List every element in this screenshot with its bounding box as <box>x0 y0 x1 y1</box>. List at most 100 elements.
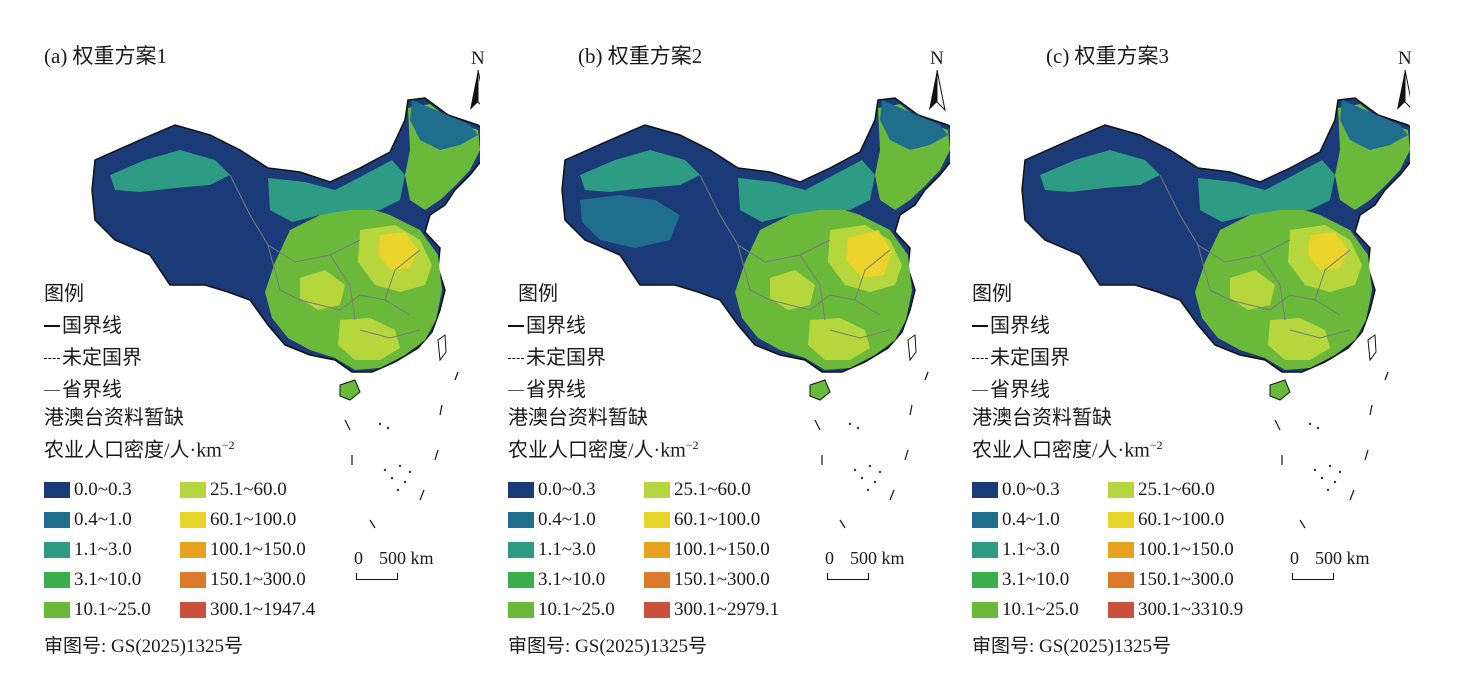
scale-label: 500 km <box>850 548 905 568</box>
class-swatch <box>180 541 206 558</box>
density-title: 农业人口密度/人·km−2 <box>508 438 699 462</box>
north-arrow-icon <box>470 69 480 110</box>
class-swatch <box>44 481 70 498</box>
undetermined-border-symbol <box>508 357 524 359</box>
density-title: 农业人口密度/人·km−2 <box>972 438 1163 462</box>
hk-macau-taiwan-note: 港澳台资料暂缺 <box>44 407 184 429</box>
class-item: 25.1~60.0 <box>644 480 751 499</box>
class-swatch <box>644 541 670 558</box>
south-china-sea-dashes <box>814 371 929 529</box>
class-swatch <box>972 541 998 558</box>
class-item: 10.1~25.0 <box>972 600 1079 619</box>
legend-undetermined-border: 未定国界 <box>972 348 1070 368</box>
hk-macau-taiwan-note: 港澳台资料暂缺 <box>508 407 648 429</box>
class-swatch <box>644 571 670 588</box>
scale-bar <box>1292 573 1334 580</box>
panel-title: (a) 权重方案1 <box>44 44 168 68</box>
hainan-island <box>339 379 361 401</box>
class-item: 1.1~3.0 <box>508 540 596 559</box>
class-item: 0.4~1.0 <box>508 510 596 529</box>
map-zone-xinjiang-north <box>580 150 700 192</box>
map-zone-dense-yellow <box>846 230 892 278</box>
panel-c: (c) 权重方案3 <box>930 0 1412 673</box>
undetermined-border-symbol <box>972 357 988 359</box>
class-item: 60.1~100.0 <box>1108 510 1224 529</box>
legend-national-border: 国界线 <box>508 316 586 336</box>
scale-zero: 0 <box>825 548 834 568</box>
china-map <box>561 69 950 529</box>
class-item: 1.1~3.0 <box>972 540 1060 559</box>
map-zone-sichuan <box>300 270 345 310</box>
class-item: 3.1~10.0 <box>508 570 605 589</box>
class-item: 0.0~0.3 <box>972 480 1060 499</box>
density-classes: 0.0~0.3 0.4~1.0 1.1~3.0 3.1~10.0 10.1~25… <box>44 480 364 630</box>
map-zone-tarim <box>580 195 680 248</box>
class-swatch <box>180 601 206 618</box>
map-zone-south <box>338 318 400 360</box>
class-item: 3.1~10.0 <box>44 570 141 589</box>
class-item: 10.1~25.0 <box>508 600 615 619</box>
provincial-border-symbol <box>972 389 988 391</box>
national-border-symbol <box>44 325 60 327</box>
class-item: 0.4~1.0 <box>44 510 132 529</box>
map-zone-northeast-teal <box>410 100 478 150</box>
island-dots <box>378 422 412 492</box>
north-arrow-icon <box>1397 69 1410 110</box>
class-item: 300.1~1947.4 <box>180 600 315 619</box>
class-item: 0.0~0.3 <box>44 480 132 499</box>
taiwan-island <box>437 334 447 362</box>
class-item: 100.1~150.0 <box>180 540 306 559</box>
class-swatch <box>180 511 206 528</box>
map-zone-dense-yellow <box>1308 232 1348 270</box>
class-item: 150.1~300.0 <box>644 570 770 589</box>
legend-title: 图例 <box>44 283 84 305</box>
north-label: N <box>930 48 944 69</box>
map-zone-south <box>1268 318 1330 360</box>
class-item: 25.1~60.0 <box>1108 480 1215 499</box>
hk-macau-taiwan-note: 港澳台资料暂缺 <box>972 407 1112 429</box>
hainan-island <box>1269 379 1291 401</box>
north-label: N <box>471 48 485 69</box>
taiwan-island <box>1367 334 1377 362</box>
south-china-sea-dashes <box>1274 371 1389 529</box>
class-swatch <box>644 601 670 618</box>
legend-undetermined-border: 未定国界 <box>508 348 606 368</box>
class-item: 100.1~150.0 <box>1108 540 1234 559</box>
south-china-sea-dashes <box>344 371 459 529</box>
class-item: 100.1~150.0 <box>644 540 770 559</box>
class-item: 300.1~3310.9 <box>1108 600 1243 619</box>
class-swatch <box>1108 481 1134 498</box>
island-dots <box>848 422 882 492</box>
class-item: 150.1~300.0 <box>180 570 306 589</box>
legend-undetermined-border: 未定国界 <box>44 348 142 368</box>
hainan-island <box>809 379 831 401</box>
scale-zero: 0 <box>1290 548 1299 568</box>
scale-zero: 0 <box>354 548 363 568</box>
class-item: 10.1~25.0 <box>44 600 151 619</box>
class-swatch <box>44 511 70 528</box>
approval-number: 审图号: GS(2025)1325号 <box>972 636 1171 657</box>
class-swatch <box>972 481 998 498</box>
map-zone-northeast-teal <box>1340 100 1408 150</box>
class-item: 150.1~300.0 <box>1108 570 1234 589</box>
class-swatch <box>972 601 998 618</box>
class-swatch <box>508 481 534 498</box>
class-swatch <box>508 601 534 618</box>
class-swatch <box>508 541 534 558</box>
legend-national-border: 国界线 <box>44 316 122 336</box>
approval-number: 审图号: GS(2025)1325号 <box>508 636 707 657</box>
class-item: 0.4~1.0 <box>972 510 1060 529</box>
panel-title: (c) 权重方案3 <box>1046 44 1170 68</box>
scale-label: 500 km <box>1315 548 1370 568</box>
class-swatch <box>644 481 670 498</box>
map-zone-dense-yellow <box>378 232 418 270</box>
class-swatch <box>972 511 998 528</box>
china-map <box>1021 69 1410 529</box>
density-classes: 0.0~0.3 0.4~1.0 1.1~3.0 3.1~10.0 10.1~25… <box>508 480 828 630</box>
class-swatch <box>44 601 70 618</box>
class-swatch <box>1108 541 1134 558</box>
china-map <box>91 69 480 529</box>
class-swatch <box>644 511 670 528</box>
class-item: 60.1~100.0 <box>644 510 760 529</box>
map-zone-xinjiang-north <box>110 150 230 192</box>
